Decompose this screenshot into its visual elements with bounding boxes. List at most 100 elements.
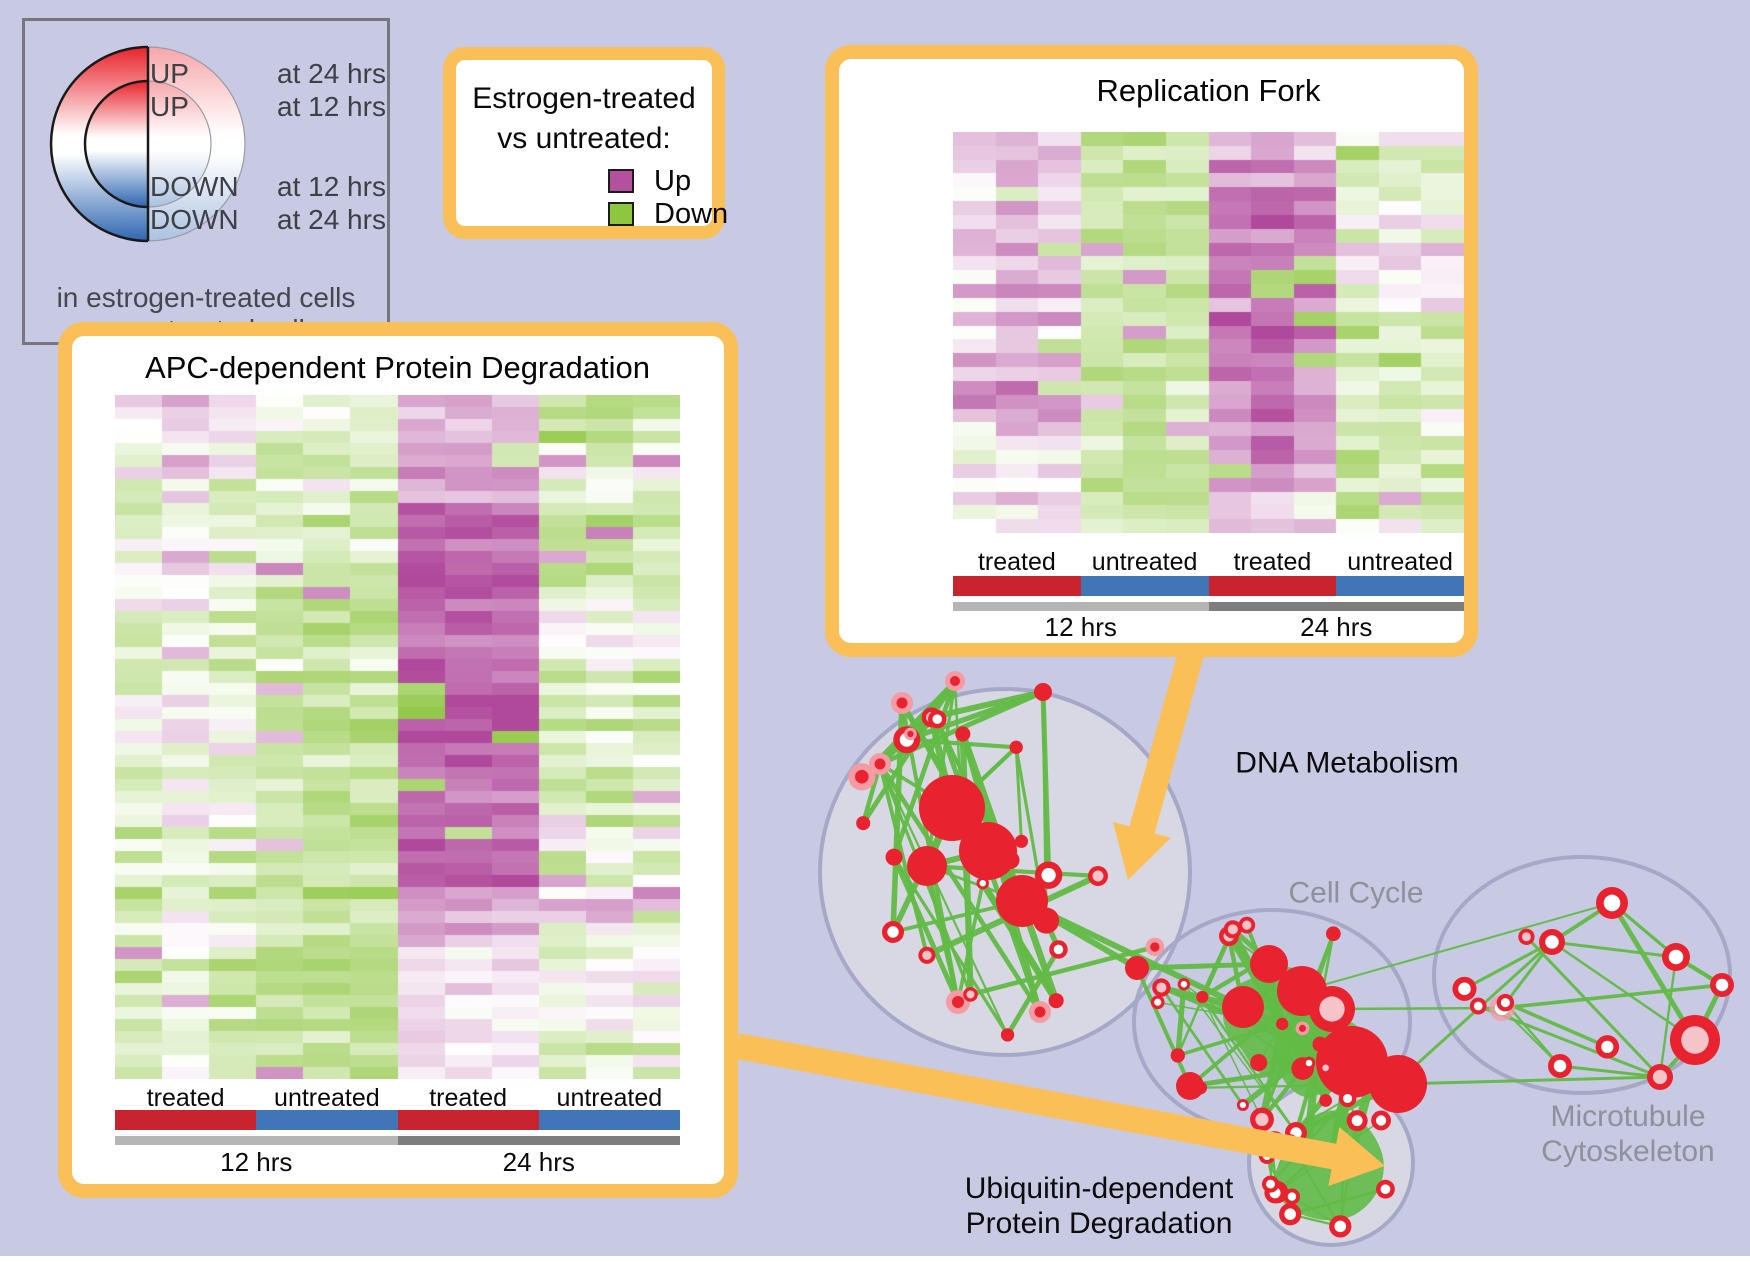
down-color-swatch: [608, 202, 634, 226]
time-bar-12hrs: [115, 1136, 398, 1145]
network-node-solid: [1250, 1054, 1268, 1072]
network-node-donut: [1346, 1110, 1368, 1132]
rf-time-bars: [953, 602, 1464, 611]
network-node-donut: [882, 921, 904, 943]
network-node-donut: [1596, 887, 1628, 919]
network-node-pinkring: [1295, 1021, 1310, 1036]
network-edge: [1504, 1001, 1609, 1049]
group-label-untreated-1: untreated: [274, 1084, 380, 1112]
updown-legend-title-line-1: Estrogen-treated: [472, 82, 696, 115]
untreated-bar-3: [538, 1110, 680, 1130]
network-edge: [1501, 983, 1723, 1010]
updown-legend-title-line-2: vs untreated:: [497, 122, 671, 155]
group-label-treated-0: treated: [977, 548, 1056, 576]
network-nodes: [848, 671, 1734, 1238]
apc-group-bars: [115, 1110, 680, 1130]
network-node-solid: [1250, 945, 1288, 983]
network-node-pinkcore: [1250, 1107, 1274, 1132]
network-edge: [1201, 996, 1263, 1120]
network-bridge-edge: [1559, 1064, 1661, 1079]
down-label: Down: [654, 197, 729, 230]
key-word: DOWN: [150, 204, 239, 235]
cluster-label-line: Protein Degradation: [965, 1207, 1233, 1240]
network-node-pinkcore: [1670, 1015, 1720, 1065]
time-bar-12hrs: [953, 602, 1209, 611]
network-node-solid: [919, 775, 985, 841]
key-word: UP: [150, 91, 189, 122]
group-label-treated-0: treated: [146, 1084, 225, 1112]
network-node-donut: [1049, 940, 1068, 959]
time-bar-24hrs: [397, 1136, 680, 1145]
time-label-24hrs: 24 hrs: [1300, 612, 1373, 642]
network-node-solid: [1369, 1055, 1427, 1113]
apc-group-labels: treated untreated treated untreated: [115, 1084, 680, 1112]
apc-heatmap: [115, 395, 680, 1079]
group-label-treated-2: treated: [1233, 548, 1312, 576]
network-edge: [905, 689, 1044, 743]
network-node-pinkring: [891, 692, 913, 714]
network-node-solid: [1125, 956, 1149, 980]
group-label-untreated-1: untreated: [1091, 548, 1198, 576]
legend-item-down: Down: [608, 198, 728, 230]
network-node-donut: [1338, 1089, 1357, 1108]
untreated-bar-1: [1080, 576, 1209, 596]
cluster-label-line: Cytoskeleton: [1541, 1135, 1715, 1168]
key-outline-outer-left: [49, 45, 149, 243]
network-node-donut: [1236, 1099, 1249, 1112]
time-bar-24hrs: [1208, 602, 1464, 611]
network-edge: [1504, 1001, 1561, 1067]
network-edge: [906, 737, 1017, 750]
network-node-donut: [1371, 1110, 1391, 1131]
updown-legend-panel: Estrogen-treated vs untreated: Up Down: [443, 47, 728, 239]
treated-bar-2: [397, 1110, 539, 1130]
network-bridge-edge: [1135, 967, 1192, 1087]
network-node-pinkcore: [1223, 920, 1242, 939]
network-edge: [1525, 935, 1662, 1079]
apc-title: APC-dependent Protein Degradation: [145, 350, 650, 385]
rf-group-bars: [953, 576, 1464, 596]
network-edge: [1551, 940, 1677, 959]
network-node-solid: [1319, 1094, 1333, 1107]
network-node-solid: [1193, 1081, 1208, 1095]
apc-time-bars: [115, 1136, 680, 1145]
group-label-untreated-3: untreated: [1347, 548, 1453, 576]
network-node-solid: [1170, 1048, 1185, 1063]
network-node-solid: [1222, 986, 1264, 1028]
replication-fork-heatmap: [953, 132, 1464, 533]
network-node-pinkring: [945, 671, 965, 691]
replication-fork-title: Replication Fork: [1096, 73, 1321, 108]
network-edge: [1201, 996, 1298, 1134]
key-outline-inner-right: [147, 80, 212, 208]
network-node-solid: [1263, 950, 1277, 963]
up-label: Up: [654, 164, 692, 197]
network-node-donut: [1261, 1175, 1280, 1193]
network-bridge-edge: [1609, 901, 1698, 1042]
key-time: at 12 hrs: [277, 91, 386, 122]
network-edge: [1014, 747, 1023, 842]
key-outline-inner-left: [83, 79, 149, 209]
key-caption-line-1: in estrogen-treated cells: [56, 282, 356, 313]
network-bridge-edge: [1136, 961, 1270, 971]
network-node-donut: [1034, 861, 1063, 889]
network-edge: [979, 881, 1059, 1003]
group-label-untreated-3: untreated: [556, 1084, 663, 1112]
cluster-label-cell-cycle: Cell Cycle: [1288, 876, 1423, 911]
network-node-donut: [1279, 1203, 1302, 1226]
network-bridge-edge: [1397, 1075, 1661, 1086]
color-key-donut: [49, 45, 246, 243]
network-node-solid: [1312, 1036, 1328, 1052]
network-node-solid: [907, 846, 947, 886]
time-label-24hrs: 24 hrs: [502, 1147, 575, 1177]
up-color-swatch: [608, 169, 634, 193]
network-node-solid: [856, 816, 871, 831]
network-node-donut: [1496, 993, 1515, 1012]
network-node-solid: [1326, 926, 1341, 942]
panel-pointer-arrow-1: [734, 1033, 1385, 1186]
time-label-12hrs: 12 hrs: [220, 1147, 293, 1177]
treated-bar-2: [1208, 576, 1337, 596]
treated-bar-0: [953, 576, 1081, 596]
rf-group-labels: treated untreated treated untreated: [953, 548, 1464, 576]
network-node-pinkcore: [963, 987, 978, 1002]
cluster-region-microtubule-cytoskeleton: [1432, 855, 1732, 1095]
